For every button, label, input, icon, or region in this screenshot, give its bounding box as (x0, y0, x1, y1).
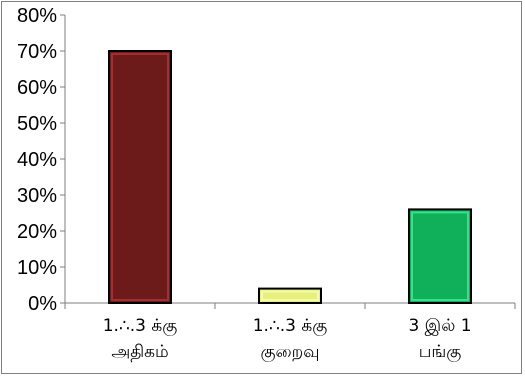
bar-1-highlight (111, 53, 169, 301)
bar-3-highlight (411, 211, 469, 301)
y-tick-label: 40% (17, 149, 57, 171)
y-tick-label: 60% (17, 77, 57, 99)
y-tick-label: 70% (17, 41, 57, 63)
y-tick-label: 30% (17, 185, 57, 207)
x-tick-label: அதிகம் (111, 342, 168, 362)
y-tick-label: 80% (17, 5, 57, 27)
bar-2-highlight (261, 290, 319, 302)
bar-1 (108, 50, 172, 304)
y-tick-label: 0% (28, 293, 57, 315)
y-tick-label: 50% (17, 113, 57, 135)
y-tick-label: 10% (17, 257, 57, 279)
x-tick-label: குறைவு (261, 342, 320, 362)
x-tick-label: 3 இல் 1 (408, 316, 471, 336)
bar-3 (408, 208, 472, 304)
x-tick-label: பங்கு (419, 342, 462, 362)
x-tick-label: 1.∴.3 க்கு (253, 316, 328, 336)
x-tick-label: 1.∴.3 க்கு (103, 316, 178, 336)
y-tick-label: 20% (17, 221, 57, 243)
